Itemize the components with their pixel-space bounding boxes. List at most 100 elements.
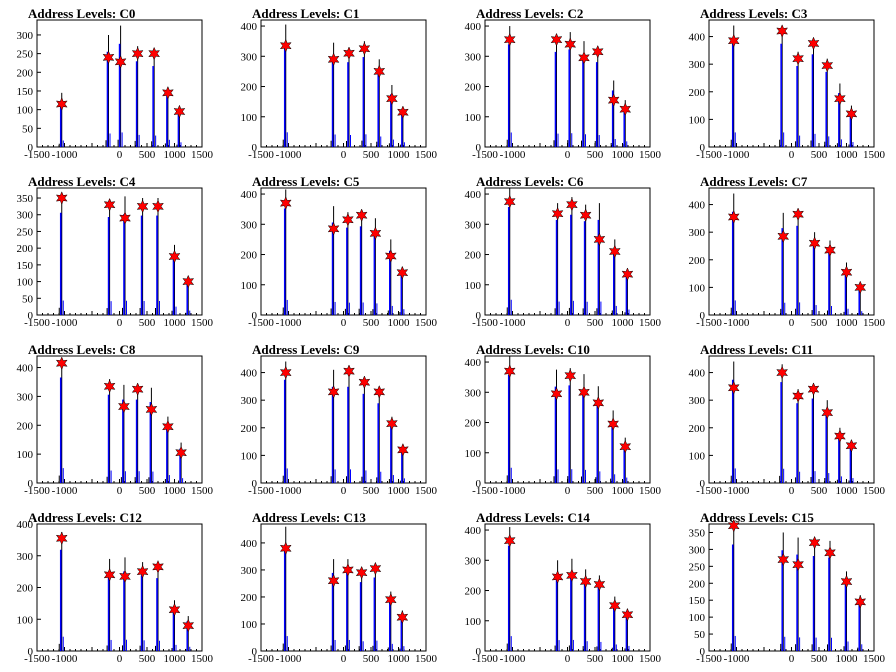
marker-star: [608, 244, 621, 259]
marker-star: [808, 535, 821, 550]
y-tick-label: 150: [689, 595, 706, 607]
y-tick-label: 300: [17, 30, 34, 42]
histogram-spike: [795, 210, 801, 315]
x-tick-label: 500: [811, 653, 828, 665]
chart-panel: Address Levels: C14 0 100 200 300 400 -1500 -10…: [448, 504, 672, 672]
marker-star: [396, 610, 409, 625]
histogram-spike: [330, 206, 336, 315]
marker-star: [343, 364, 355, 379]
histogram-spike: [795, 51, 801, 147]
chart-svg: Address Levels: C10 0 100 200 300 400 -1500 -10…: [465, 342, 662, 497]
marker-star: [152, 560, 164, 574]
marker-star: [727, 33, 740, 48]
chart-title: Address Levels: C10: [476, 342, 590, 357]
y-tick-label: 200: [689, 578, 706, 590]
histogram-spike: [554, 203, 560, 315]
y-tick-label: 400: [689, 368, 706, 380]
marker-star: [327, 573, 340, 588]
marker-star: [327, 52, 340, 67]
x-tick-label: -1500: [472, 149, 498, 161]
x-tick-label: 500: [363, 485, 380, 497]
y-tick-label: 300: [465, 51, 482, 63]
y-tick-label: 300: [17, 391, 34, 403]
histogram-spike: [151, 51, 157, 147]
marker-star: [792, 51, 805, 66]
x-tick-label: -1500: [248, 317, 274, 329]
x-tick-label: 1500: [191, 149, 214, 161]
y-tick-label: 300: [689, 395, 706, 407]
chart-svg: Address Levels: C2 0 100 200 300 400 -1500 -100…: [465, 6, 662, 161]
y-tick-label: 400: [689, 32, 706, 44]
chart-svg: Address Levels: C8 0 100 200 300 400 -1500 -100…: [17, 342, 214, 497]
y-tick-label: 400: [465, 357, 482, 369]
x-tick-label: 1000: [836, 485, 859, 497]
marker-star: [119, 211, 131, 225]
y-tick-label: 100: [17, 277, 34, 289]
chart-panel: Address Levels: C9 0 100 200 300 400 -1500 -100…: [224, 336, 448, 504]
y-tick-label: 200: [689, 423, 706, 435]
y-tick-label: 300: [465, 555, 482, 567]
marker-star: [607, 417, 620, 431]
y-tick-label: 0: [252, 142, 258, 154]
marker-star: [777, 552, 790, 567]
x-tick-label: -1500: [248, 485, 274, 497]
histogram-spike: [811, 539, 817, 651]
x-tick-label: -1500: [24, 317, 50, 329]
histogram-spike: [58, 194, 64, 315]
y-tick-label: 100: [17, 614, 34, 626]
chart-title: Address Levels: C5: [252, 174, 360, 189]
x-tick-label: -1500: [472, 485, 498, 497]
marker-star: [727, 518, 740, 533]
histogram-spike: [139, 198, 145, 315]
marker-star: [621, 607, 634, 622]
x-tick-label: -1500: [24, 149, 50, 161]
x-tick-label: -1000: [52, 149, 78, 161]
histogram-spike: [780, 212, 786, 315]
histogram-spike: [106, 199, 112, 315]
histogram-spike: [358, 210, 364, 315]
histogram-spike: [568, 197, 574, 315]
chart-panel: Address Levels: C12 0 100 200 300 400 -1500 -10…: [0, 504, 224, 672]
marker-star: [564, 368, 577, 383]
y-tick-label: 100: [17, 105, 34, 117]
x-tick-label: -1500: [696, 149, 722, 161]
marker-star: [727, 380, 740, 395]
y-tick-label: 0: [252, 478, 258, 490]
x-tick-label: 1000: [612, 485, 635, 497]
histogram-spike: [779, 25, 785, 147]
chart-panel: Address Levels: C8 0 100 200 300 400 -1500 -100…: [0, 336, 224, 504]
x-tick-label: 500: [587, 317, 604, 329]
chart-svg: Address Levels: C15 0 50 100 150 200 250 300 350…: [689, 510, 886, 665]
x-tick-label: 1000: [164, 653, 187, 665]
marker-star: [355, 208, 368, 223]
y-tick-label: 300: [465, 219, 482, 231]
marker-star: [355, 565, 368, 580]
y-tick-label: 400: [465, 525, 482, 537]
histogram-spike: [567, 368, 573, 483]
marker-star: [279, 365, 292, 380]
x-tick-label: 1000: [612, 317, 635, 329]
y-tick-label: 400: [689, 200, 706, 212]
marker-star: [833, 91, 846, 106]
x-tick-label: 1000: [612, 149, 635, 161]
x-tick-label: -1500: [696, 653, 722, 665]
marker-star: [807, 36, 820, 51]
marker-star: [117, 399, 130, 414]
x-tick-label: 0: [117, 149, 123, 161]
marker-star: [396, 443, 409, 457]
marker-star: [384, 249, 397, 263]
chart-panel: Address Levels: C6 0 100 200 300 400 -1500 -100…: [448, 168, 672, 336]
y-tick-label: 0: [28, 646, 34, 658]
x-tick-label: 1000: [388, 317, 411, 329]
marker-star: [279, 541, 292, 556]
x-tick-label: -1500: [696, 317, 722, 329]
histogram-spike: [795, 537, 801, 651]
histogram-spike: [836, 83, 842, 147]
marker-star: [114, 54, 127, 69]
marker-star: [551, 570, 564, 584]
histogram-spike: [596, 203, 602, 315]
marker-star: [593, 232, 606, 247]
x-tick-label: -1000: [276, 485, 302, 497]
y-tick-label: 300: [689, 544, 706, 556]
